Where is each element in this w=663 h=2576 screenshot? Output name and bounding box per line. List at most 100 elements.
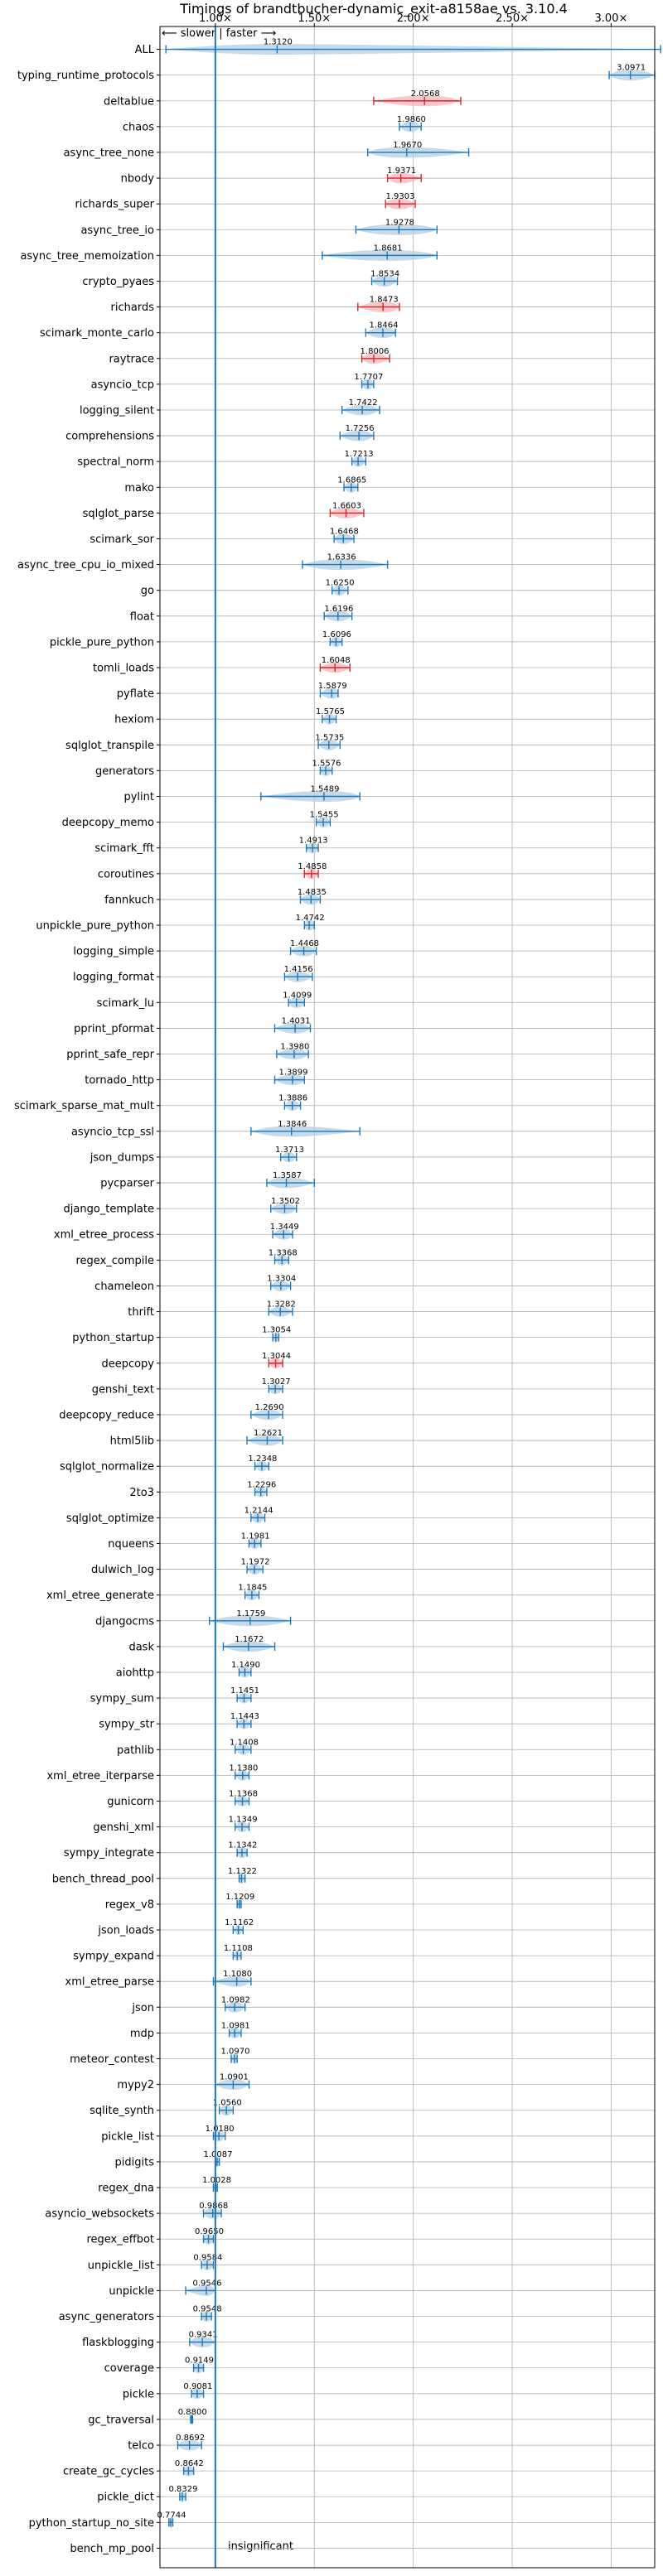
data-label: 2.0568 xyxy=(411,89,440,99)
benchmark-label: chaos xyxy=(123,121,154,133)
benchmark-label: sqlglot_parse xyxy=(83,508,154,520)
x-tick-label: 2.00× xyxy=(397,12,430,25)
benchmark-label: typing_runtime_protocols xyxy=(17,70,154,82)
benchmark-label: sqlite_synth xyxy=(90,2105,154,2117)
data-label: 1.3587 xyxy=(273,1171,302,1180)
benchmark-label: xml_etree_iterparse xyxy=(46,1770,154,1782)
benchmark-label: hexiom xyxy=(114,714,154,726)
data-label: 1.1080 xyxy=(223,1970,252,1979)
data-label: 1.1342 xyxy=(228,1841,257,1850)
data-label: 1.1981 xyxy=(241,1532,270,1541)
benchmark-label: gunicorn xyxy=(107,1796,154,1808)
benchmark-label: mdp xyxy=(130,2028,154,2040)
data-label: 1.6096 xyxy=(322,630,351,639)
benchmark-label: telco xyxy=(128,2440,154,2453)
data-label: 1.0087 xyxy=(203,2150,232,2159)
benchmark-label: tornado_http xyxy=(85,1074,154,1087)
benchmark-label: sqlglot_transpile xyxy=(65,740,154,752)
data-label: 1.6603 xyxy=(332,501,361,510)
data-label: 0.9341 xyxy=(189,2331,218,2340)
benchmark-label: fannkuch xyxy=(104,894,154,906)
data-label: 1.3368 xyxy=(269,1248,298,1257)
benchmark-label: unpickle xyxy=(109,2285,154,2298)
benchmark-label: sympy_integrate xyxy=(64,1847,154,1860)
data-label: 1.6865 xyxy=(337,475,366,485)
benchmark-label: bench_mp_pool xyxy=(70,2543,154,2555)
benchmark-label: richards xyxy=(111,301,155,314)
data-label: 1.5576 xyxy=(312,759,341,768)
benchmark-label: html5lib xyxy=(110,1435,154,1448)
benchmark-label: pylint xyxy=(123,791,154,803)
benchmark-label: pprint_pformat xyxy=(74,1023,154,1035)
benchmark-label: pickle_list xyxy=(101,2130,154,2143)
benchmark-label: deepcopy_memo xyxy=(62,817,154,829)
benchmark-label: genshi_text xyxy=(92,1383,154,1396)
benchmark-label: thrift xyxy=(128,1306,154,1319)
data-label: 0.8800 xyxy=(178,2408,207,2417)
benchmark-label: python_startup xyxy=(72,1332,154,1344)
benchmark-label: coroutines xyxy=(98,868,154,880)
data-label: 1.0901 xyxy=(220,2073,249,2082)
benchmark-label: flaskblogging xyxy=(82,2337,154,2349)
benchmark-label: richards_super xyxy=(75,199,154,211)
data-label: 1.1368 xyxy=(229,1789,258,1798)
data-label: 1.1408 xyxy=(230,1738,259,1747)
data-label: 1.4858 xyxy=(298,862,327,871)
benchmark-label: mypy2 xyxy=(117,2079,154,2091)
benchmark-label: json_dumps xyxy=(90,1151,154,1164)
benchmark-label: genshi_xml xyxy=(93,1821,154,1834)
data-label: 0.9548 xyxy=(193,2305,222,2314)
benchmark-label: asyncio_tcp_ssl xyxy=(71,1126,154,1138)
benchmark-label: dulwich_log xyxy=(91,1564,154,1576)
data-label: 1.5735 xyxy=(315,733,344,742)
data-label: 0.9868 xyxy=(199,2202,228,2211)
data-label: 1.1672 xyxy=(235,1635,264,1644)
direction-note: ⟵ slower | faster ⟶ xyxy=(162,27,276,40)
benchmark-label: regex_dna xyxy=(98,2183,154,2195)
chart-title: Timings of brandtbucher-dynamic_exit-a81… xyxy=(179,1,568,17)
benchmark-label: nbody xyxy=(121,173,155,186)
benchmark-label: aiohttp xyxy=(116,1667,154,1679)
data-label: 0.9149 xyxy=(185,2357,214,2366)
x-tick-label: 2.50× xyxy=(496,12,529,25)
benchmark-label: generators xyxy=(95,765,154,778)
data-label: 1.7213 xyxy=(345,450,374,459)
benchmark-label: go xyxy=(141,585,154,597)
benchmark-label: comprehensions xyxy=(65,431,154,443)
data-label: 1.3886 xyxy=(278,1094,307,1103)
benchmark-label: json xyxy=(131,2002,154,2014)
data-label: 1.0028 xyxy=(202,2176,231,2185)
data-label: 1.0970 xyxy=(221,2048,250,2057)
data-label: 1.9303 xyxy=(386,192,415,201)
benchmark-label: ALL xyxy=(135,44,155,56)
benchmark-label: sqlglot_optimize xyxy=(66,1512,154,1525)
benchmark-label: pprint_safe_repr xyxy=(66,1049,154,1061)
chart-marks: 1.3120 3.0971 2.0568 1.9860 1.9670 1.9371 1.93… xyxy=(157,27,661,2568)
data-label: 1.3027 xyxy=(262,1377,291,1387)
benchmark-label: logging_silent xyxy=(80,404,154,417)
data-label: 1.4156 xyxy=(284,965,313,974)
data-label: 1.3713 xyxy=(275,1146,304,1155)
benchmark-label: xml_etree_generate xyxy=(46,1589,154,1602)
benchmark-label: deltablue xyxy=(104,95,154,108)
data-label: 0.9546 xyxy=(193,2279,222,2288)
benchmark-label: json_loads xyxy=(97,1925,154,1937)
benchmark-label: tomli_loads xyxy=(93,663,154,675)
data-label: 1.1443 xyxy=(230,1712,259,1721)
data-label: 1.2296 xyxy=(247,1480,276,1489)
data-label: 1.3846 xyxy=(278,1120,307,1129)
benchmark-label: pyflate xyxy=(117,688,154,701)
grid-lines xyxy=(160,27,655,2568)
benchmark-label: regex_v8 xyxy=(105,1898,154,1911)
benchmark-label: chameleon xyxy=(94,1281,154,1293)
benchmark-label: pidigits xyxy=(115,2156,155,2168)
data-label: 1.6196 xyxy=(324,605,353,614)
benchmark-label: xml_etree_parse xyxy=(65,1976,154,1989)
benchmark-label: create_gc_cycles xyxy=(63,2466,154,2478)
benchmark-label: async_tree_io xyxy=(80,224,154,237)
data-label: 1.4099 xyxy=(283,991,312,1000)
benchmark-label: gc_traversal xyxy=(88,2414,154,2426)
data-label: 1.3054 xyxy=(262,1326,291,1335)
data-label: 1.3044 xyxy=(262,1352,291,1361)
